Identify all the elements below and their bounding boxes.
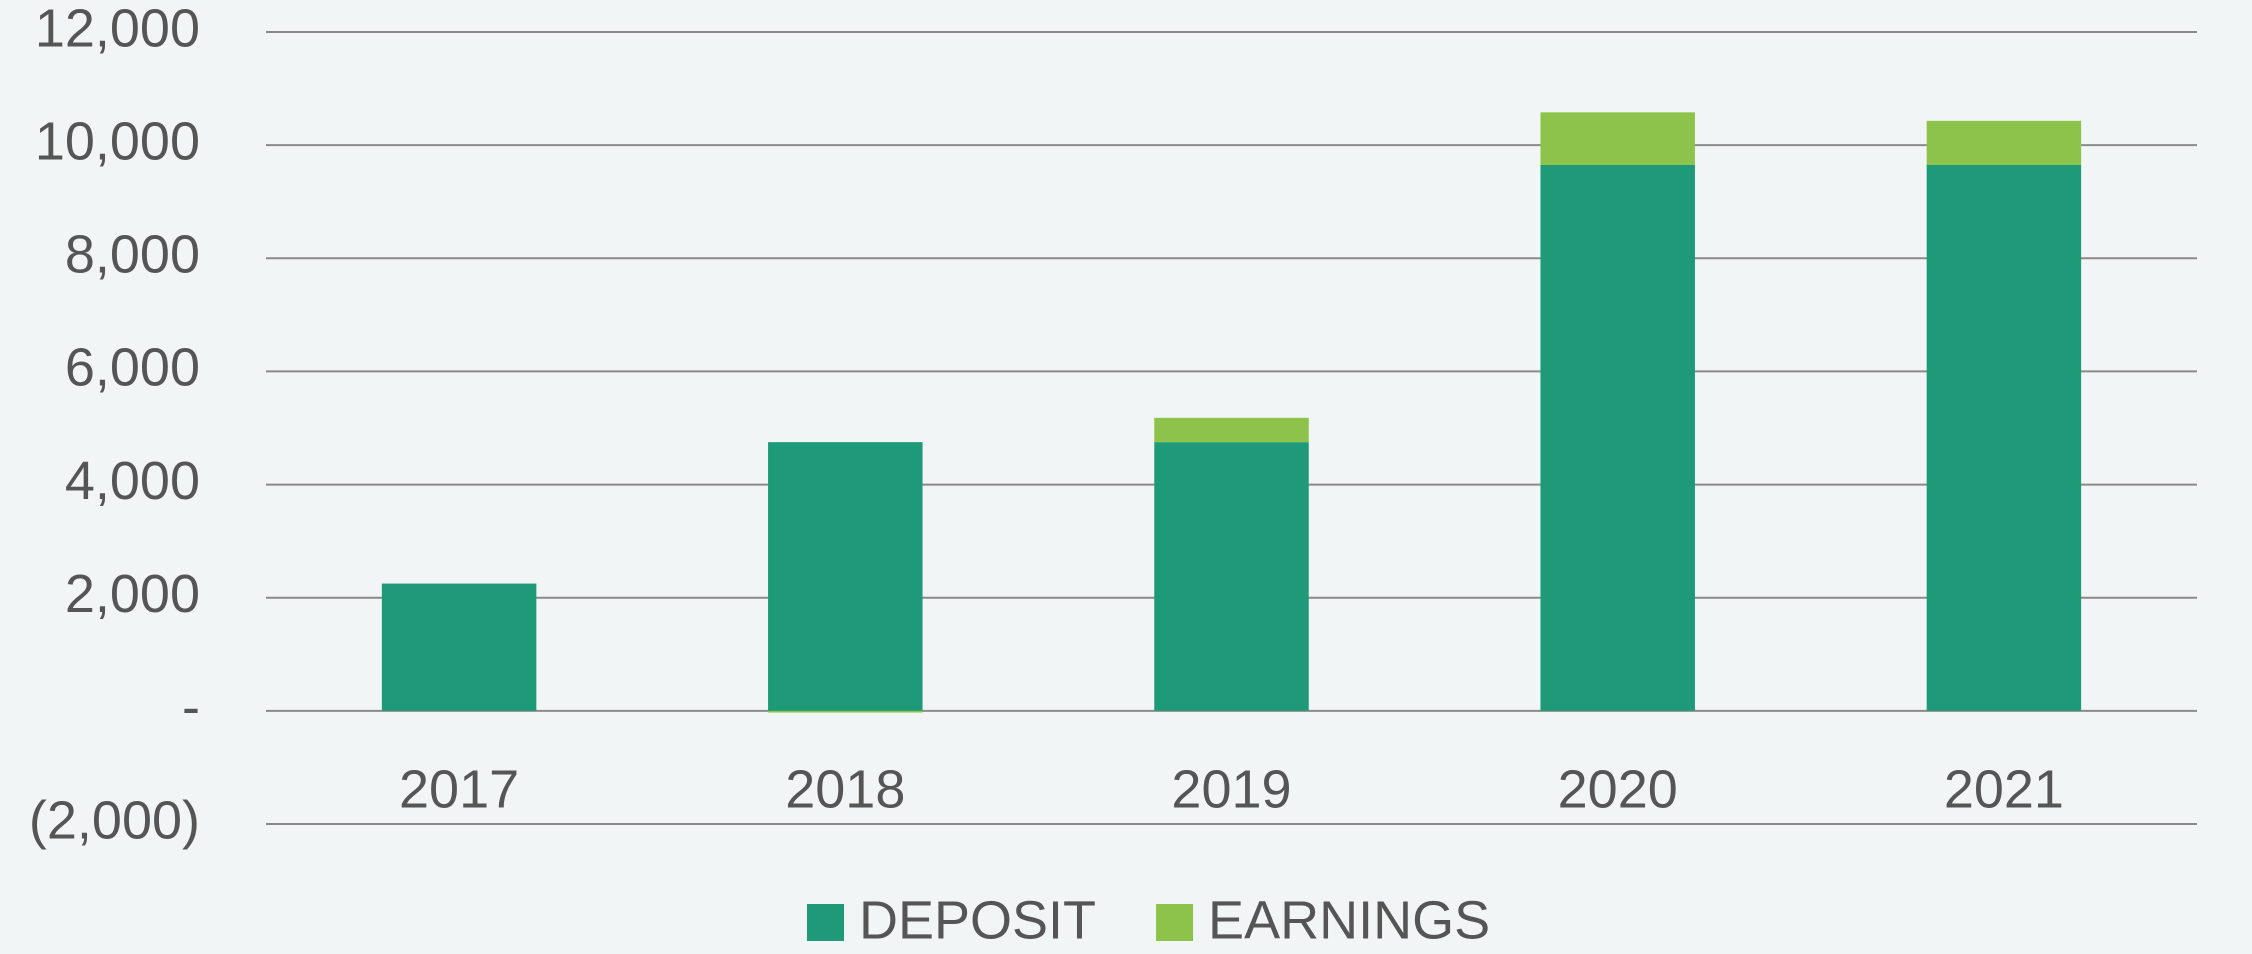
x-tick-label: 2020 xyxy=(1558,759,1678,819)
y-tick-label: - xyxy=(182,677,200,737)
y-tick-label: 6,000 xyxy=(65,338,200,398)
y-tick-label: 10,000 xyxy=(35,111,200,171)
bar-segment xyxy=(1926,164,2082,711)
y-tick-label: 12,000 xyxy=(35,0,200,58)
bar-segment xyxy=(1154,442,1309,711)
y-tick-label: 2,000 xyxy=(65,564,200,624)
x-tick-label: 2018 xyxy=(785,759,905,819)
legend-swatch xyxy=(1156,904,1194,941)
x-tick-label: 2017 xyxy=(399,759,519,819)
y-tick-label: 8,000 xyxy=(65,225,200,285)
bar-segment xyxy=(1540,112,1695,165)
legend-label: EARNINGS xyxy=(1208,890,1490,950)
bar-segment xyxy=(1154,417,1309,443)
legend-label: DEPOSIT xyxy=(859,890,1096,950)
bar-segment xyxy=(768,710,923,713)
bar-segment xyxy=(381,583,537,711)
bar-segment xyxy=(1540,164,1695,711)
x-tick-label: 2021 xyxy=(1944,759,2064,819)
y-tick-label: (2,000) xyxy=(29,790,200,850)
legend-swatch xyxy=(807,904,844,941)
bar-segment xyxy=(768,442,923,711)
bar-segment xyxy=(1926,120,2082,165)
x-tick-label: 2019 xyxy=(1171,759,1291,819)
y-tick-label: 4,000 xyxy=(65,451,200,511)
